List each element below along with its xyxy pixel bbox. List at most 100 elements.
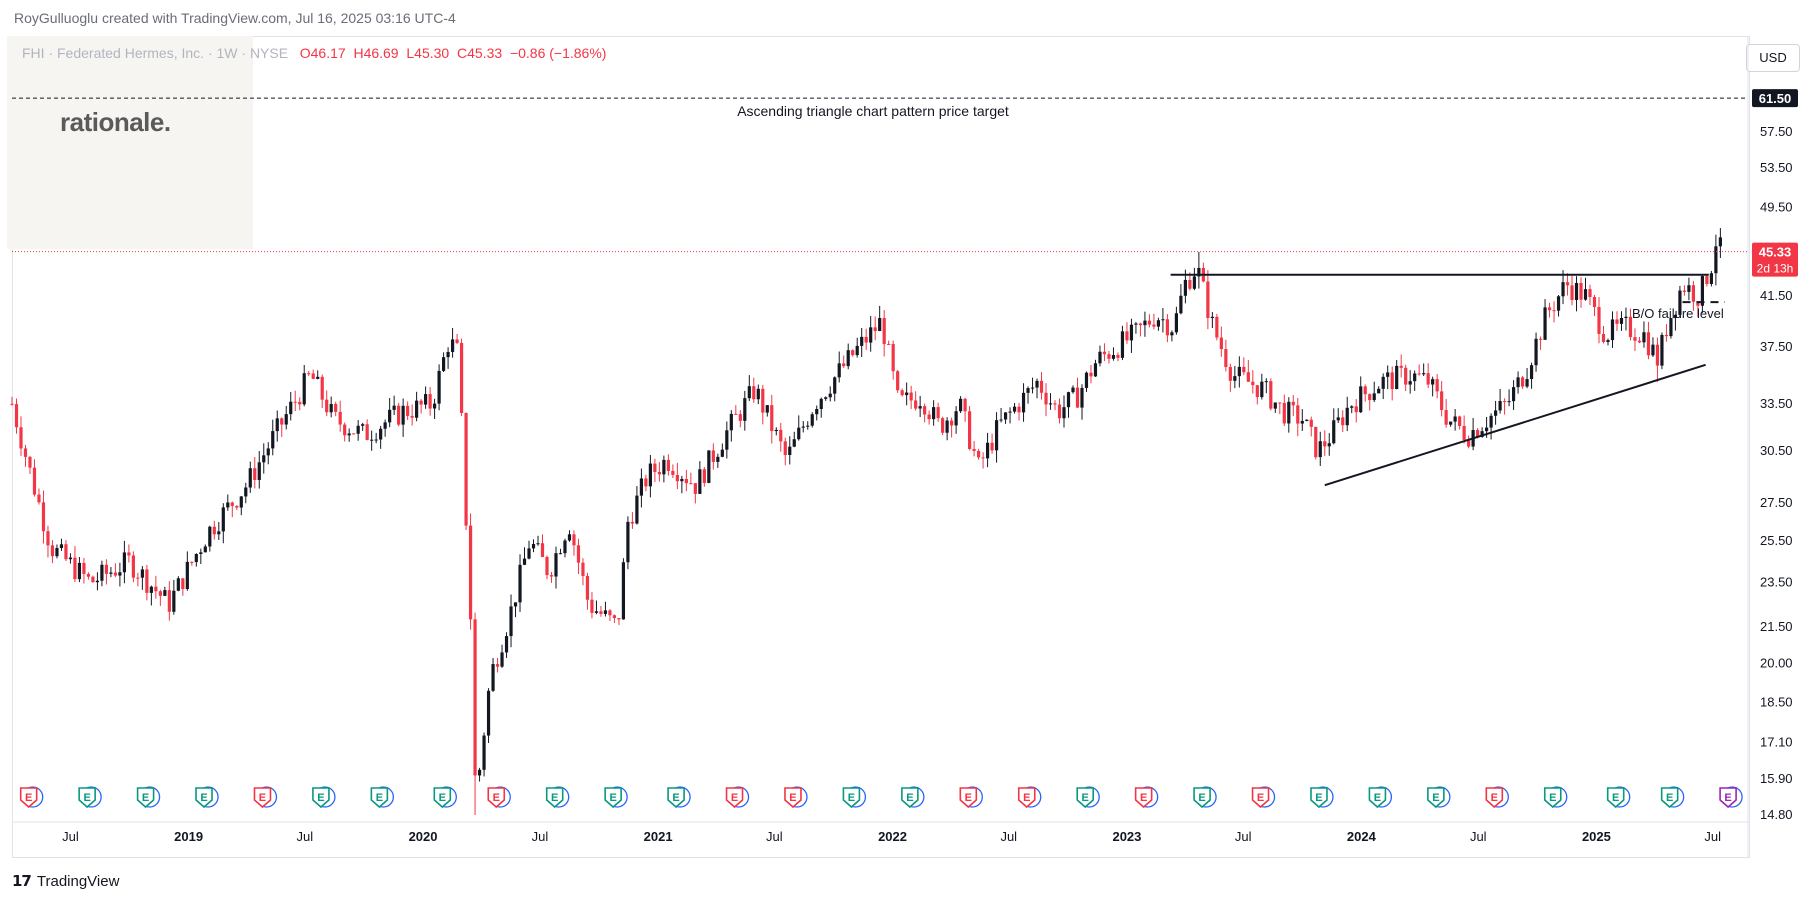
currency-button[interactable]: USD: [1746, 44, 1800, 72]
candle-body: [464, 413, 468, 526]
candle-body: [1462, 426, 1466, 440]
candle-body: [365, 424, 369, 440]
y-tick-label: 41.50: [1760, 288, 1793, 303]
candle-body: [154, 586, 158, 592]
candle-body: [1646, 332, 1651, 356]
candle-body: [689, 483, 693, 485]
candle-body: [1633, 337, 1637, 341]
candle-body: [1327, 443, 1331, 447]
candle-body: [621, 562, 626, 620]
candle-body: [1615, 319, 1619, 324]
candle-body: [100, 564, 104, 581]
y-tick-label: 17.10: [1760, 734, 1793, 749]
candle-body: [1174, 313, 1178, 333]
symbol-name[interactable]: FHI · Federated Hermes, Inc. · 1W · NYSE: [22, 45, 289, 61]
y-tick-label: 25.50: [1760, 533, 1793, 548]
candle-body: [752, 386, 756, 400]
candle-body: [208, 526, 212, 547]
footer-brand[interactable]: TradingView: [36, 872, 120, 890]
candle-body: [1502, 401, 1507, 403]
candle-body: [392, 405, 396, 410]
candle-body: [1192, 276, 1196, 289]
footer: 𝟭𝟳 TradingView: [12, 872, 120, 891]
candle-body: [815, 409, 819, 415]
candle-body: [217, 531, 221, 535]
candle-body: [1057, 404, 1062, 419]
candle-body: [1485, 427, 1489, 432]
earnings-label: E: [1612, 792, 1619, 804]
candle-body: [693, 483, 697, 494]
candle-body: [1332, 420, 1336, 444]
candle-body: [851, 350, 855, 356]
candle-body: [1691, 285, 1696, 302]
candle-body: [1714, 246, 1718, 274]
earnings-label: E: [439, 792, 446, 804]
y-tick-label: 53.50: [1760, 160, 1793, 175]
candle-body: [104, 564, 109, 574]
candle-body: [221, 507, 225, 532]
candle-body: [581, 562, 585, 576]
candle-body: [1161, 319, 1165, 321]
candle-body: [1601, 333, 1606, 342]
earnings-label: E: [1549, 792, 1556, 804]
candle-body: [19, 427, 23, 449]
candle-body: [271, 431, 275, 449]
candle-body: [302, 373, 306, 405]
candle-body: [1678, 290, 1682, 315]
candle-body: [122, 552, 126, 573]
earnings-label: E: [200, 792, 207, 804]
ascending-support-line: [1324, 363, 1706, 487]
candle-body: [433, 403, 437, 409]
earnings-label: E: [1432, 792, 1439, 804]
candle-body: [936, 407, 940, 419]
candle-body: [1534, 338, 1538, 366]
candle-body: [1053, 403, 1057, 405]
candle-body: [972, 448, 976, 451]
candle-body: [1592, 297, 1597, 308]
candle-body: [666, 459, 670, 471]
candle-body: [320, 376, 324, 400]
candle-body: [1170, 332, 1174, 336]
candle-body: [716, 456, 720, 462]
candle-body: [1071, 387, 1075, 393]
candle-body: [1228, 367, 1232, 381]
candle-body: [167, 590, 171, 612]
candle-body: [1323, 441, 1327, 447]
candle-body: [1147, 320, 1152, 325]
earnings-label: E: [1257, 792, 1264, 804]
candle-body: [572, 534, 576, 546]
tradingview-logo-icon[interactable]: 𝟭𝟳: [12, 873, 32, 890]
candle-body: [203, 546, 207, 553]
earnings-label: E: [731, 792, 738, 804]
candle-body: [792, 439, 796, 447]
candle-body: [289, 401, 293, 415]
candle-body: [819, 398, 823, 410]
candle-body: [1386, 372, 1390, 377]
chart-frame: [12, 36, 1750, 858]
earnings-label: E: [83, 792, 90, 804]
candle-body: [1237, 366, 1241, 377]
earnings-icon: [433, 787, 452, 809]
candle-body: [522, 558, 527, 565]
low-value: L45.30: [406, 45, 450, 61]
candle-body: [626, 521, 630, 563]
candle-body: [1525, 379, 1529, 387]
candle-body: [842, 363, 846, 367]
candle-body: [64, 544, 68, 560]
earnings-icon: [312, 787, 330, 809]
candle-body: [1395, 365, 1399, 390]
last-price-badge: [1752, 242, 1798, 277]
candle-body: [1026, 388, 1030, 393]
candle-body: [950, 420, 954, 426]
candle-body: [994, 420, 999, 451]
candle-body: [878, 318, 882, 332]
candle-body: [1700, 276, 1705, 306]
x-tick-label: 2021: [644, 829, 673, 844]
candle-body: [32, 467, 37, 495]
candle-body: [1435, 379, 1439, 392]
symbol-legend[interactable]: FHI · Federated Hermes, Inc. · 1W · NYSE…: [22, 45, 606, 61]
candle-body: [1422, 373, 1426, 375]
earnings-icon: [842, 787, 861, 809]
chart-credit: RoyGulluoglu created with TradingView.co…: [14, 10, 456, 26]
